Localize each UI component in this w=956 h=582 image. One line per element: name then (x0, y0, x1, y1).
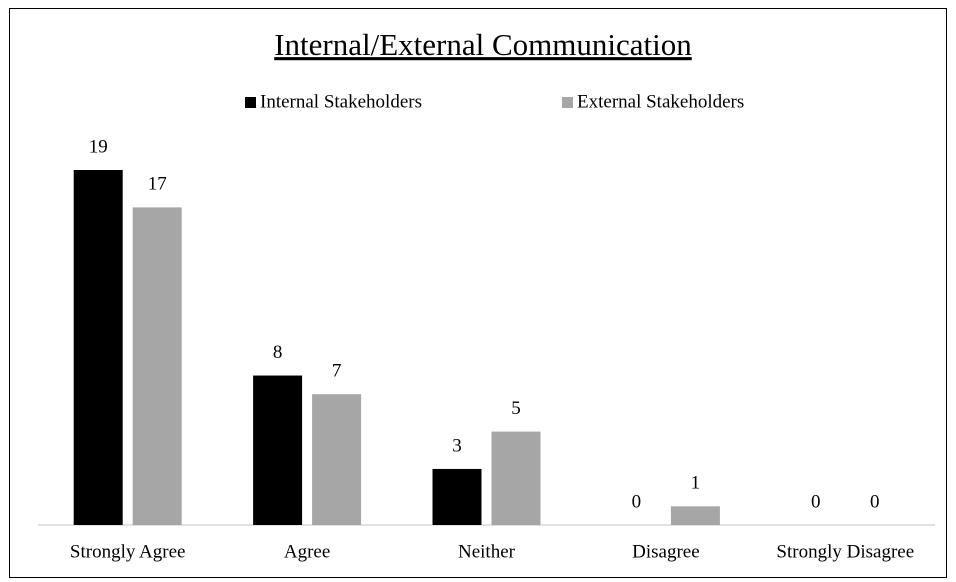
legend-label: Internal Stakeholders (260, 91, 422, 112)
x-tick-label: Disagree (632, 541, 700, 562)
legend-swatch (245, 97, 256, 108)
value-label: 8 (273, 342, 283, 363)
value-label: 7 (332, 361, 342, 382)
x-tick-label: Strongly Disagree (776, 541, 914, 562)
legend-swatch (562, 97, 573, 108)
legend-label: External Stakeholders (577, 91, 744, 112)
bar (491, 431, 541, 525)
chart-title: Internal/External Communication (274, 27, 692, 62)
bar (432, 468, 482, 525)
x-tick-label: Strongly Agree (70, 541, 186, 562)
bar (670, 506, 720, 525)
value-label: 0 (811, 491, 821, 512)
value-label: 17 (148, 174, 167, 195)
value-label: 5 (511, 398, 521, 419)
bar (253, 375, 303, 525)
value-label: 19 (89, 136, 108, 157)
value-label: 0 (870, 491, 880, 512)
value-label: 0 (632, 491, 642, 512)
x-tick-label: Agree (284, 541, 330, 562)
value-label: 1 (691, 473, 701, 494)
bar (132, 207, 182, 526)
bar (73, 170, 123, 525)
x-tick-label: Neither (458, 541, 516, 562)
value-label: 3 (452, 435, 462, 456)
bar (312, 394, 362, 525)
